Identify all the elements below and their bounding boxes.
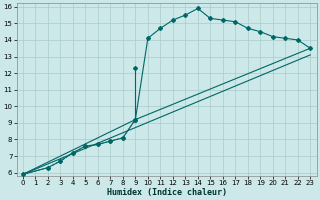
X-axis label: Humidex (Indice chaleur): Humidex (Indice chaleur) (107, 188, 227, 197)
